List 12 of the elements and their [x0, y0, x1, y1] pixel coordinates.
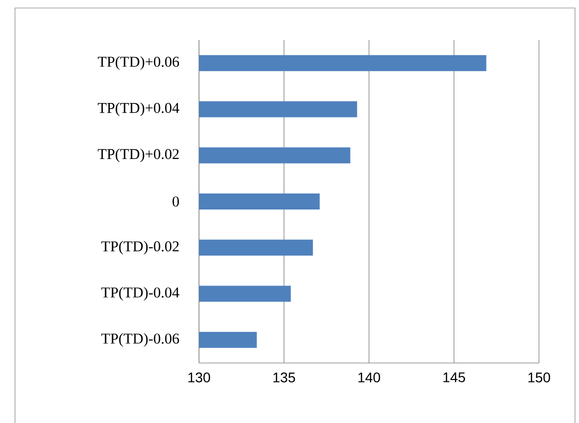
y-tick-label: TP(TD)+0.02: [98, 148, 179, 162]
y-tick-label: 0: [172, 196, 179, 207]
y-tick-label: TP(TD)+0.06: [98, 56, 180, 70]
x-tick-label: 140: [358, 372, 380, 382]
x-tick-label: 135: [273, 372, 296, 382]
x-tick-label: 150: [528, 372, 550, 382]
x-tick-label: 145: [443, 372, 466, 382]
y-tick-label: TP(TD)+0.04: [98, 102, 180, 116]
y-tick-label: TP(TD)-0.04: [101, 287, 180, 301]
y-tick-label: TP(TD)-0.02: [101, 240, 179, 254]
x-tick-label: 130: [188, 372, 210, 382]
y-tick-label: TP(TD)-0.06: [101, 333, 180, 347]
